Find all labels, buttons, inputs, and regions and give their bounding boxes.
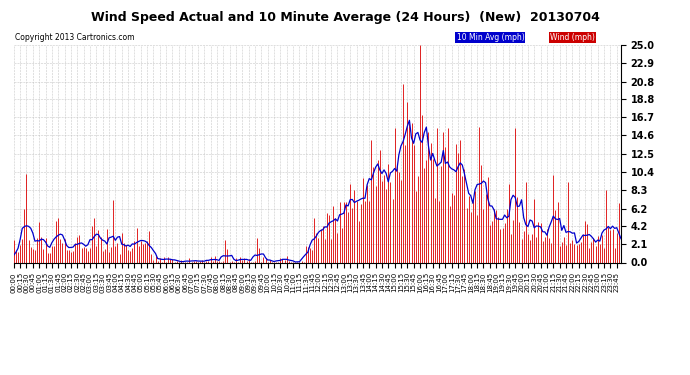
Text: Copyright 2013 Cartronics.com: Copyright 2013 Cartronics.com (15, 33, 135, 42)
Text: Wind (mph): Wind (mph) (550, 33, 595, 42)
Text: Wind Speed Actual and 10 Minute Average (24 Hours)  (New)  20130704: Wind Speed Actual and 10 Minute Average … (90, 11, 600, 24)
Text: 10 Min Avg (mph): 10 Min Avg (mph) (457, 33, 524, 42)
